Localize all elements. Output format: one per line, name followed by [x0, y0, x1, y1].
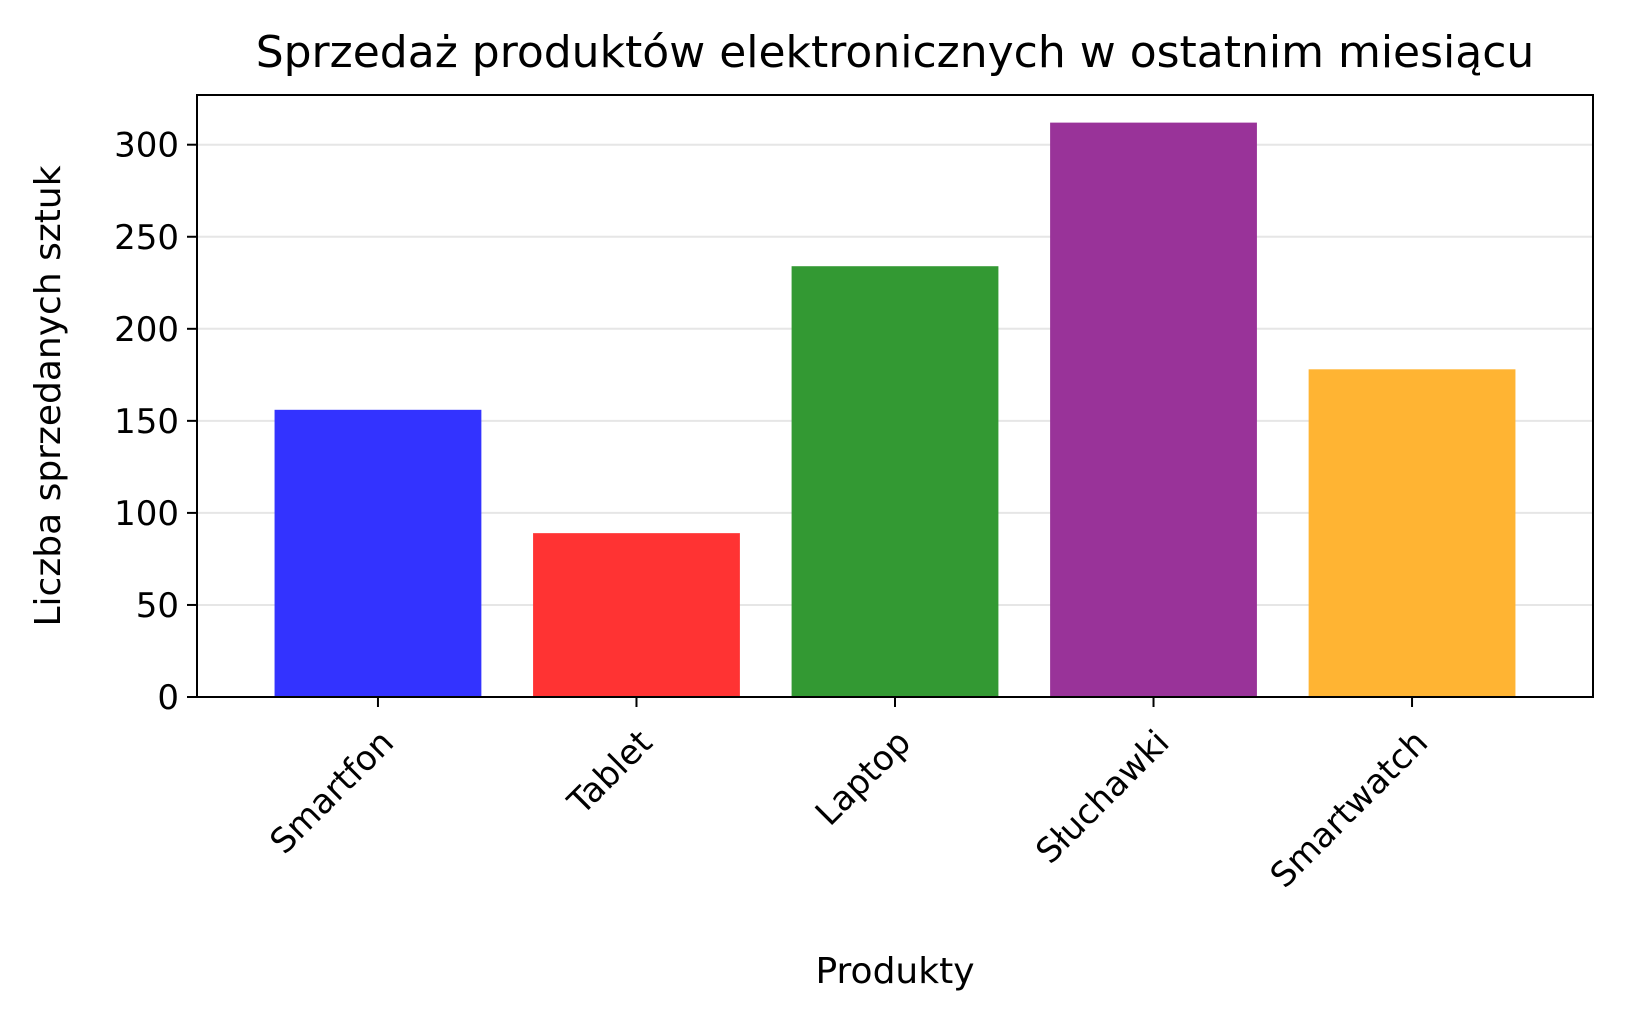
y-axis-label: Liczba sprzedanych sztuk — [28, 165, 69, 626]
y-tick-label: 100 — [114, 494, 179, 534]
y-tick-label: 0 — [157, 678, 179, 718]
x-tick-label: Smartfon — [262, 723, 401, 862]
bar-smartfon — [274, 409, 482, 697]
y-tick-label: 50 — [136, 586, 179, 626]
bar-smartwatch — [1308, 369, 1516, 697]
bar-tablet — [533, 533, 740, 697]
chart-title: Sprzedaż produktów elektronicznych w ost… — [256, 27, 1535, 78]
y-tick-label: 150 — [114, 402, 179, 442]
plot-frame — [196, 94, 1594, 698]
bars — [274, 122, 1516, 697]
x-tick-label: Laptop — [808, 723, 919, 834]
y-tick-label: 200 — [114, 310, 179, 350]
x-axis-label: Produkty — [815, 951, 974, 992]
x-axis-ticks: Smartfon Tablet Laptop Słuchawki Smartwatch — [262, 697, 1436, 896]
x-tick-label: Smartwatch — [1263, 723, 1436, 896]
x-tick-label: Tablet — [560, 723, 661, 824]
y-axis-ticks: 0 50 100 150 200 250 300 — [114, 126, 197, 718]
bar-laptop — [791, 266, 999, 697]
y-tick-label: 300 — [114, 126, 179, 166]
x-tick-label: Słuchawki — [1028, 723, 1177, 872]
bar-słuchawki — [1050, 122, 1257, 697]
y-tick-label: 250 — [114, 218, 179, 258]
